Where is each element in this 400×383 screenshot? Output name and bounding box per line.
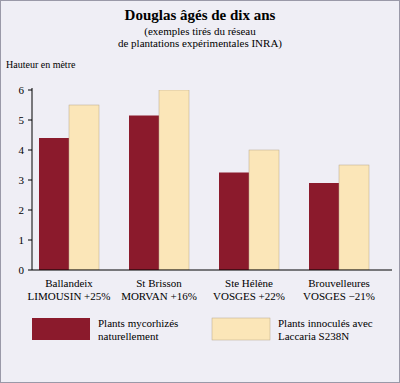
legend-label: Plants mycorhizésnaturellement: [98, 317, 178, 342]
y-tick-label: 2: [19, 204, 25, 216]
legend-label: Plants innoculés avecLaccaria S238N: [278, 317, 373, 342]
legend-swatch: [212, 318, 270, 340]
bar: [39, 138, 69, 270]
y-axis-label: Hauteur en mètre: [6, 59, 76, 70]
bar: [159, 90, 189, 270]
bar: [69, 105, 99, 270]
legend-swatch: [32, 318, 90, 340]
x-axis: [32, 270, 392, 271]
y-tick-label: 0: [19, 264, 25, 276]
subtitle: (exemples tirés du réseaude plantations …: [118, 25, 282, 50]
y-tick: [28, 180, 32, 181]
y-tick-label: 5: [19, 114, 25, 126]
y-tick: [28, 120, 32, 121]
y-tick: [28, 210, 32, 211]
bar: [219, 173, 249, 271]
bar: [129, 116, 159, 271]
y-tick-label: 4: [19, 144, 25, 156]
bar: [309, 183, 339, 270]
chart: Douglas âgés de dix ans (exemples tirés d…: [0, 0, 400, 383]
background: [1, 1, 400, 383]
y-tick-label: 3: [19, 174, 25, 186]
bar: [339, 165, 369, 270]
y-tick-label: 6: [19, 84, 25, 96]
y-tick-label: 1: [19, 234, 25, 246]
title: Douglas âgés de dix ans: [125, 7, 276, 23]
bars: [39, 90, 369, 270]
y-axis: [32, 88, 33, 270]
x-tick-label: St BrissonMORVAN +16%: [121, 277, 197, 302]
bar: [249, 150, 279, 270]
y-tick: [28, 150, 32, 151]
x-tick-label: BallandeixLIMOUSIN +25%: [28, 277, 111, 302]
x-tick-label: Ste HélèneVOSGES +22%: [213, 277, 285, 302]
y-tick: [28, 90, 32, 91]
y-tick: [28, 240, 32, 241]
x-tick-label: BrouvelleuresVOSGES −21%: [303, 277, 375, 302]
y-tick: [28, 270, 32, 271]
